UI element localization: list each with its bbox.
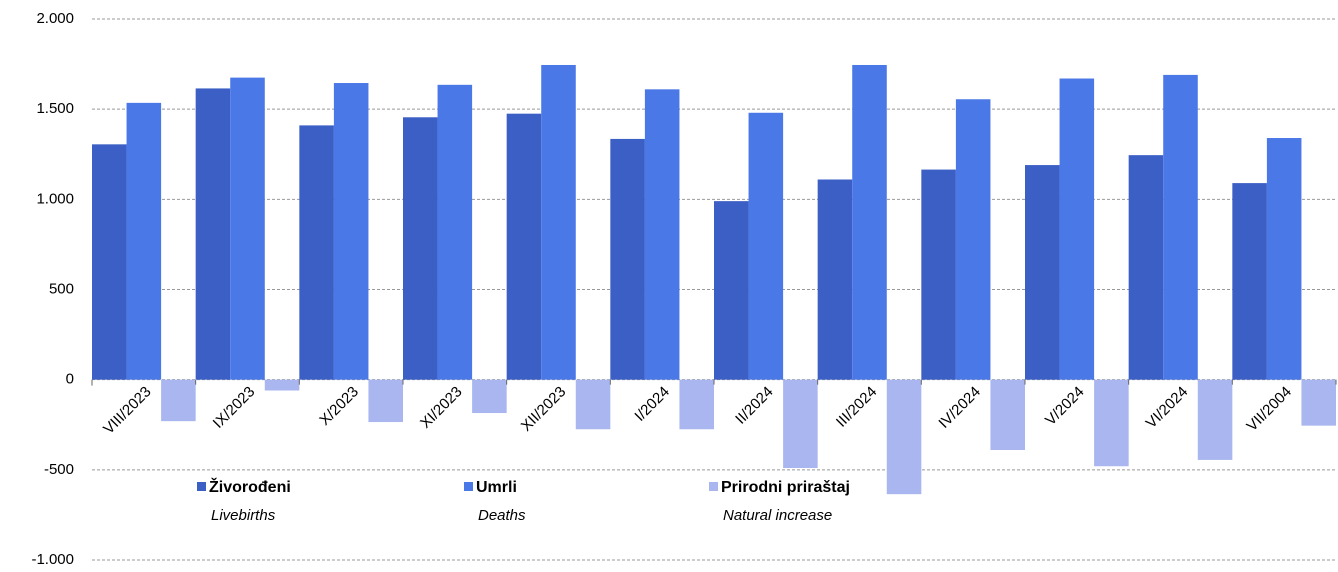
- bar: [1059, 78, 1095, 380]
- bar: [1197, 379, 1233, 460]
- y-tick-label: 2.000: [36, 10, 74, 27]
- legend-label-en: Deaths: [478, 507, 526, 524]
- bar: [264, 379, 300, 391]
- bar: [679, 379, 714, 430]
- x-tick-label: XI/2023: [417, 383, 466, 432]
- bar: [195, 88, 231, 380]
- x-tick-label: II/2024: [732, 383, 776, 427]
- bar: [748, 112, 784, 380]
- x-tick-label: V/2024: [1042, 383, 1088, 429]
- x-tick-label: VIII/2023: [100, 383, 154, 437]
- bar: [506, 113, 542, 380]
- bar: [990, 379, 1025, 450]
- bar: [610, 138, 645, 380]
- bar: [1232, 183, 1267, 380]
- x-tick-label: III/2024: [833, 383, 880, 430]
- x-tick-label: I/2024: [631, 383, 673, 425]
- bar: [1094, 379, 1129, 467]
- bar: [644, 89, 680, 380]
- bar: [852, 64, 887, 380]
- legend-label-en: Livebirths: [211, 507, 276, 524]
- y-tick-label: 0: [66, 371, 74, 388]
- bar: [1301, 379, 1336, 426]
- bar: [333, 83, 369, 380]
- y-tick-label: 500: [49, 280, 74, 297]
- bar: [783, 379, 818, 469]
- x-tick-label: IX/2023: [210, 383, 259, 432]
- bar: [714, 201, 749, 380]
- legend-label: Umrli: [476, 479, 517, 496]
- y-tick-label: -1.000: [31, 551, 74, 568]
- bar: [472, 379, 507, 414]
- y-tick-label: 1.000: [36, 190, 74, 207]
- bar: [230, 77, 265, 380]
- bar: [921, 169, 956, 380]
- legend-label-en: Natural increase: [723, 507, 832, 524]
- x-tick-label: VI/2024: [1143, 383, 1192, 432]
- x-tick-label: XII/2023: [518, 383, 570, 435]
- legend-swatch: [709, 482, 718, 491]
- bar: [299, 125, 334, 380]
- bar: [92, 144, 127, 380]
- y-tick-label: 1.500: [36, 100, 74, 117]
- x-tick-label: IV/2024: [935, 383, 984, 432]
- bar: [1128, 155, 1164, 380]
- y-tick-label: -500: [44, 461, 74, 478]
- bar: [161, 379, 196, 422]
- bar: [817, 179, 853, 380]
- bar: [403, 117, 438, 380]
- bar: [1025, 165, 1060, 380]
- bar: [886, 379, 922, 495]
- bar: [1266, 138, 1302, 380]
- legend-swatch: [197, 482, 206, 491]
- bar: [126, 102, 162, 380]
- legend-swatch: [464, 482, 473, 491]
- bar: [437, 84, 473, 380]
- bar: [575, 379, 611, 430]
- bar: [1163, 74, 1198, 380]
- x-tick-label: X/2023: [316, 383, 362, 429]
- bar: [368, 379, 403, 423]
- bar: [541, 64, 576, 380]
- x-tick-label: VII/2004: [1243, 383, 1295, 435]
- legend-label: Prirodni priraštaj: [721, 479, 850, 496]
- legend-label: Živorođeni: [209, 477, 291, 496]
- bar: [955, 99, 991, 380]
